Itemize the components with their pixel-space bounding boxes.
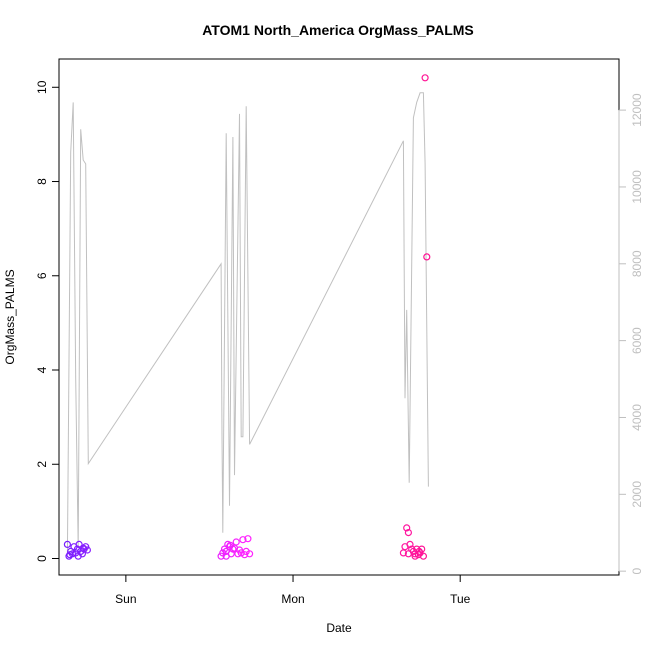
y-tick-label: 8 xyxy=(35,178,49,185)
x-tick-label: Mon xyxy=(281,592,304,606)
axes: 0 2 4 6 8 10 0 2000 4000 6000 8000 10000 12000 Sun Mon… xyxy=(35,80,644,606)
data-point xyxy=(406,540,414,549)
data-point xyxy=(74,552,82,560)
data-point xyxy=(79,544,87,552)
y-tick-label: 4 xyxy=(35,366,49,373)
data-point xyxy=(239,536,247,544)
y2-tick-label: 10000 xyxy=(630,170,644,204)
data-point xyxy=(244,535,252,543)
y2-tick-label: 0 xyxy=(630,568,644,575)
y2-tick-label: 8000 xyxy=(630,250,644,277)
y-tick-label: 6 xyxy=(35,272,49,279)
y-tick-label: 2 xyxy=(35,461,49,468)
y2-tick-label: 2000 xyxy=(630,481,644,508)
x-tick-label: Tue xyxy=(450,592,471,606)
chart-title: ATOM1 North_America OrgMass_PALMS xyxy=(202,22,474,38)
data-point xyxy=(404,528,412,537)
data-point xyxy=(234,550,242,558)
x-tick-label: Sun xyxy=(115,592,136,606)
data-point xyxy=(66,551,74,559)
data-point xyxy=(414,551,422,559)
data-point xyxy=(232,538,240,546)
plot-series xyxy=(63,74,431,560)
data-point xyxy=(226,541,234,549)
y2-tick-label: 6000 xyxy=(630,327,644,354)
y-tick-label: 0 xyxy=(35,555,49,562)
x-axis-label: Date xyxy=(326,621,352,635)
plot-frame xyxy=(58,58,620,576)
data-point xyxy=(237,549,245,557)
y-axis-label: OrgMass_PALMS xyxy=(3,269,17,364)
y2-tick-label: 12000 xyxy=(630,93,644,127)
data-point xyxy=(75,540,83,549)
data-point xyxy=(63,540,72,549)
data-point xyxy=(421,74,429,82)
data-point xyxy=(246,550,254,558)
data-point xyxy=(83,546,92,554)
data-point xyxy=(411,552,419,560)
y-tick-label: 10 xyxy=(35,80,49,94)
data-point xyxy=(222,552,230,560)
data-point xyxy=(423,253,431,261)
y2-tick-label: 4000 xyxy=(630,404,644,431)
data-point xyxy=(404,550,412,558)
data-point xyxy=(419,552,427,560)
data-point xyxy=(403,524,411,532)
data-point xyxy=(415,547,423,556)
series-line xyxy=(66,92,429,556)
